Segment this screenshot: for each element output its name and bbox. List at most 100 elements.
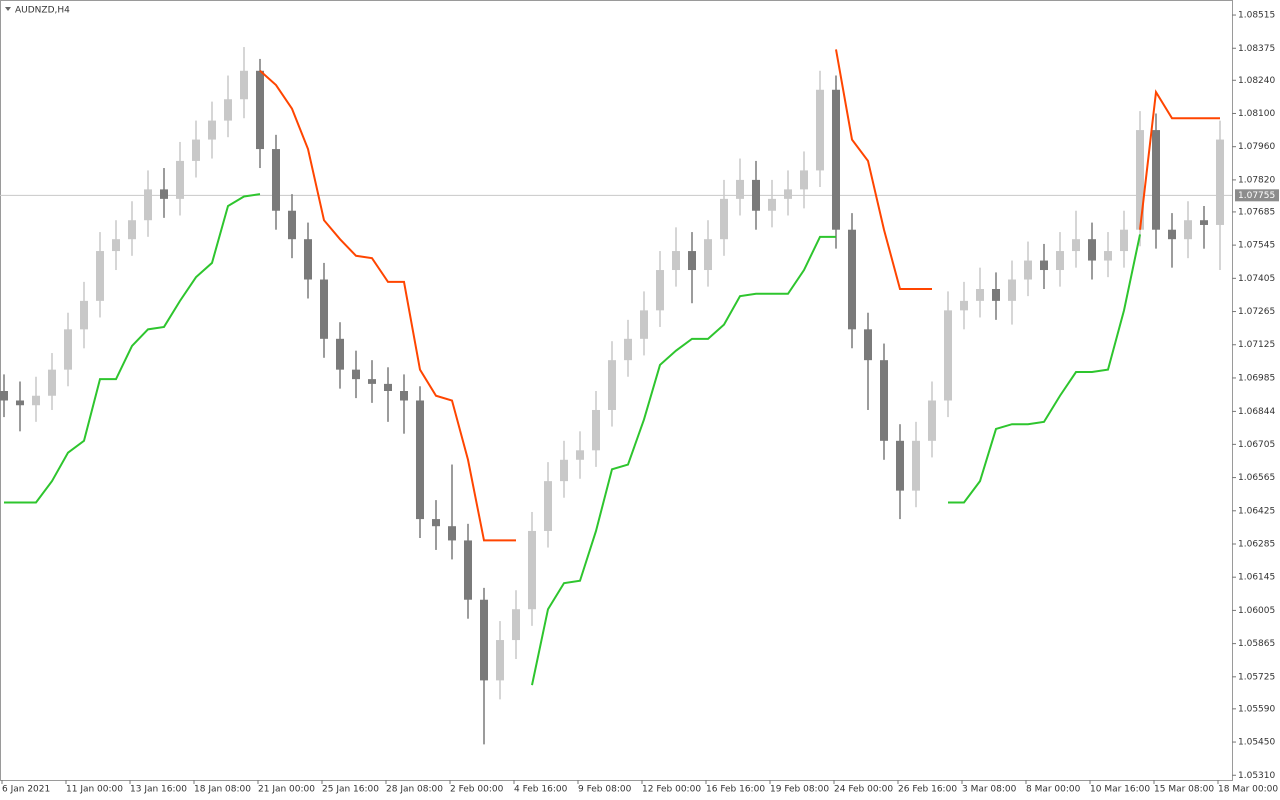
plot-frame	[0, 0, 1233, 781]
candle-body	[0, 391, 8, 401]
chart-title: AUDNZD,H4	[15, 6, 70, 16]
y-tick-label: 1.06565	[1238, 473, 1275, 483]
candle-body	[336, 338, 344, 370]
x-tick-label: 15 Mar 08:00	[1154, 785, 1214, 795]
candle-body	[1136, 130, 1144, 230]
candle-body	[464, 540, 472, 600]
y-tick-label: 1.05725	[1238, 672, 1275, 682]
x-tick-label: 18 Mar 00:00	[1218, 785, 1278, 795]
x-tick-label: 24 Feb 00:00	[834, 785, 893, 795]
y-tick-label: 1.07960	[1238, 142, 1275, 152]
candle-body	[928, 400, 936, 441]
candle-body	[496, 640, 504, 681]
current-price-box	[1235, 189, 1279, 202]
y-tick-label: 1.07685	[1238, 207, 1275, 217]
candle-body	[672, 251, 680, 271]
x-tick-label: 8 Mar 00:00	[1026, 785, 1081, 795]
candle-body	[528, 530, 536, 610]
candle-body	[416, 400, 424, 520]
candle-body	[160, 189, 168, 199]
candle-body	[720, 198, 728, 240]
candle-body	[304, 239, 312, 280]
candle-body	[288, 210, 296, 240]
y-tick-label: 1.05450	[1238, 738, 1275, 748]
candle-body	[1168, 229, 1176, 240]
candle-body	[640, 310, 648, 339]
candle-body	[1184, 220, 1192, 240]
x-tick-label: 10 Mar 16:00	[1090, 785, 1150, 795]
candle-body	[960, 300, 968, 311]
candle-body	[752, 179, 760, 211]
current-price-label: 1.07755	[1238, 191, 1275, 201]
candle-body	[208, 120, 216, 140]
candle-body	[320, 279, 328, 339]
candle-body	[560, 459, 568, 482]
y-tick-label: 1.08375	[1238, 44, 1275, 54]
candle-body	[624, 338, 632, 361]
x-tick-label: 25 Jan 16:00	[322, 785, 379, 795]
candle-body	[1008, 279, 1016, 301]
y-tick-label: 1.07265	[1238, 307, 1275, 317]
candle-body	[32, 395, 40, 406]
y-tick-label: 1.06425	[1238, 506, 1275, 516]
candle-body	[832, 89, 840, 230]
y-tick-label: 1.08100	[1238, 109, 1275, 119]
candle-body	[80, 300, 88, 330]
candle-body	[1200, 220, 1208, 225]
candle-body	[1120, 229, 1128, 252]
candle-body	[896, 440, 904, 491]
candle-body	[240, 70, 248, 100]
y-tick-label: 1.06005	[1238, 606, 1275, 616]
candle-body	[1072, 239, 1080, 252]
y-tick-label: 1.07820	[1238, 175, 1275, 185]
x-tick-label: 19 Feb 08:00	[770, 785, 829, 795]
candle-body	[144, 189, 152, 221]
y-tick-label: 1.07545	[1238, 241, 1275, 251]
x-tick-label: 3 Mar 08:00	[962, 785, 1017, 795]
y-tick-label: 1.07125	[1238, 340, 1275, 350]
candle-body	[736, 179, 744, 199]
candle-body	[400, 391, 408, 401]
x-tick-label: 21 Jan 00:00	[258, 785, 315, 795]
candle-body	[96, 251, 104, 301]
y-tick-label: 1.08515	[1238, 11, 1275, 21]
y-tick-label: 1.08240	[1238, 76, 1275, 86]
candle-body	[272, 149, 280, 211]
candle-body	[768, 198, 776, 211]
y-tick-label: 1.06145	[1238, 573, 1275, 583]
candle-body	[608, 360, 616, 410]
y-tick-label: 1.05865	[1238, 639, 1275, 649]
candle-body	[224, 99, 232, 121]
candle-body	[480, 599, 488, 681]
x-tick-label: 28 Jan 08:00	[386, 785, 443, 795]
candle-body	[1104, 251, 1112, 261]
x-tick-label: 18 Jan 08:00	[194, 785, 251, 795]
candle-body	[352, 369, 360, 380]
candle-body	[368, 379, 376, 384]
x-tick-label: 4 Feb 16:00	[514, 785, 568, 795]
candle-body	[1024, 260, 1032, 280]
candle-body	[992, 289, 1000, 301]
candle-body	[256, 70, 264, 150]
y-tick-label: 1.05590	[1238, 704, 1275, 714]
candle-body	[1216, 139, 1224, 225]
x-tick-label: 26 Feb 16:00	[898, 785, 957, 795]
y-tick-label: 1.07405	[1238, 274, 1275, 284]
candle-body	[864, 329, 872, 361]
y-tick-label: 1.06985	[1238, 373, 1275, 383]
x-tick-label: 6 Jan 2021	[2, 785, 50, 795]
candle-body	[48, 369, 56, 396]
y-tick-label: 1.06705	[1238, 440, 1275, 450]
candle-body	[656, 270, 664, 311]
candle-body	[1040, 260, 1048, 271]
x-tick-label: 11 Jan 00:00	[66, 785, 123, 795]
candle-body	[1056, 251, 1064, 271]
candle-body	[192, 139, 200, 161]
indicator-line	[259, 49, 1220, 542]
menu-triangle[interactable]	[5, 7, 11, 11]
indicator-line	[4, 193, 1141, 686]
y-tick-label: 1.05310	[1238, 771, 1275, 781]
y-tick-label: 1.06285	[1238, 539, 1275, 549]
candle-body	[688, 251, 696, 271]
